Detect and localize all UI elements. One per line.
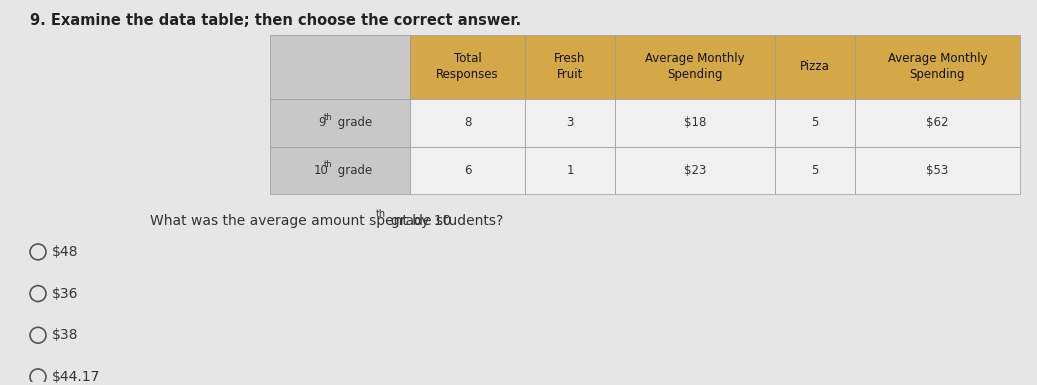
Text: 6: 6 [464,164,471,177]
Bar [270,35,410,99]
Text: Pizza: Pizza [801,60,830,74]
Text: $44.17: $44.17 [52,370,101,384]
Text: Fresh
Fruit: Fresh Fruit [555,52,586,82]
Text: th: th [324,160,333,169]
Bar [854,99,1020,147]
Text: $38: $38 [52,328,79,342]
Text: 5: 5 [811,117,818,129]
Bar [775,35,854,99]
Text: 3: 3 [566,117,573,129]
Bar [775,147,854,194]
Text: Average Monthly
Spending: Average Monthly Spending [645,52,745,82]
Text: th: th [324,112,333,122]
Bar [615,35,775,99]
Text: -grade students?: -grade students? [386,214,503,228]
Bar [854,35,1020,99]
Bar [775,99,854,147]
Text: $53: $53 [926,164,949,177]
Text: Average Monthly
Spending: Average Monthly Spending [888,52,987,82]
Text: Total
Responses: Total Responses [437,52,499,82]
Text: $62: $62 [926,117,949,129]
Bar [270,147,410,194]
Bar [410,147,525,194]
Bar [615,147,775,194]
Text: 8: 8 [464,117,471,129]
Text: $36: $36 [52,286,79,301]
Bar [410,99,525,147]
Bar [525,99,615,147]
Bar [525,35,615,99]
Bar [525,147,615,194]
Text: 5: 5 [811,164,818,177]
Text: $23: $23 [683,164,706,177]
Text: 1: 1 [566,164,573,177]
Bar [854,147,1020,194]
Text: $48: $48 [52,245,79,259]
Text: $18: $18 [683,117,706,129]
Text: 9. Examine the data table; then choose the correct answer.: 9. Examine the data table; then choose t… [30,13,522,28]
Bar [615,99,775,147]
Text: th: th [376,209,387,219]
Bar [410,35,525,99]
Text: grade: grade [334,164,372,177]
Bar [270,99,410,147]
Text: grade: grade [334,117,372,129]
Text: 9: 9 [318,117,326,129]
Text: 10: 10 [314,164,329,177]
Text: What was the average amount spent by 10: What was the average amount spent by 10 [150,214,451,228]
